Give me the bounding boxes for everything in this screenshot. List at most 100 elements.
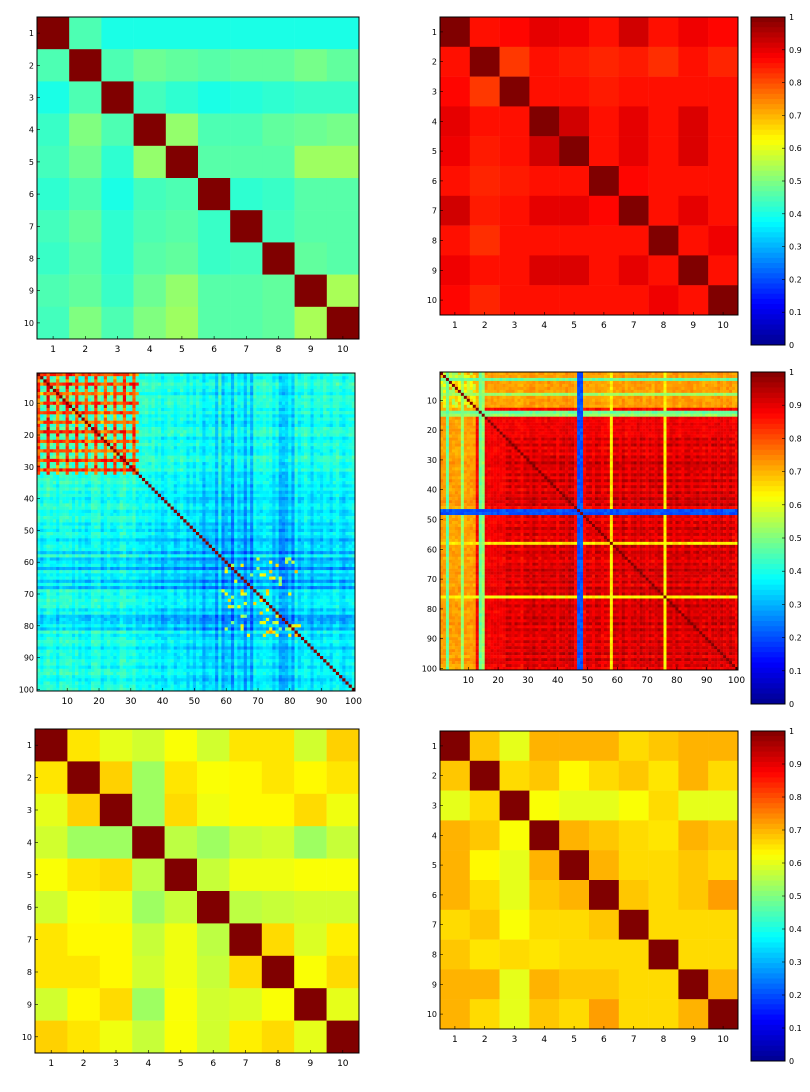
- heatmap-cell: [167, 453, 170, 456]
- heatmap-cell: [164, 405, 167, 408]
- heatmap-cell: [104, 491, 107, 494]
- heatmap-cell: [158, 449, 161, 452]
- heatmap-cell: [107, 481, 110, 484]
- heatmap-cell: [619, 47, 649, 77]
- heatmap-cell: [228, 424, 231, 427]
- heatmap-cell: [225, 478, 228, 481]
- heatmap-cell: [120, 456, 123, 459]
- heatmap-cell: [53, 414, 56, 417]
- heatmap-cell: [62, 373, 65, 376]
- heatmap-cell: [285, 389, 288, 392]
- heatmap-cell: [132, 379, 135, 382]
- heatmap-cell: [136, 481, 139, 484]
- heatmap-cell: [301, 510, 304, 513]
- heatmap-cell: [237, 465, 240, 468]
- heatmap-cell: [212, 408, 215, 411]
- heatmap-cell: [260, 408, 263, 411]
- heatmap-cell: [158, 468, 161, 471]
- heatmap-cell: [47, 395, 50, 398]
- heatmap-cell: [330, 494, 333, 497]
- heatmap-cell: [53, 418, 56, 421]
- heatmap-cell: [91, 462, 94, 465]
- heatmap-cell: [43, 456, 46, 459]
- heatmap-cell: [85, 507, 88, 510]
- heatmap-cell: [295, 430, 298, 433]
- heatmap-cell: [97, 516, 100, 519]
- heatmap-cell: [241, 427, 244, 430]
- heatmap-cell: [66, 487, 69, 490]
- heatmap-cell: [75, 462, 78, 465]
- heatmap-cell: [298, 379, 301, 382]
- heatmap-cell: [155, 437, 158, 440]
- heatmap-cell: [37, 307, 69, 339]
- heatmap-cell: [260, 424, 263, 427]
- heatmap-cell: [282, 516, 285, 519]
- heatmap-cell: [212, 395, 215, 398]
- heatmap-cell: [40, 449, 43, 452]
- heatmap-cell: [209, 437, 212, 440]
- heatmap-cell: [104, 503, 107, 506]
- heatmap-cell: [72, 472, 75, 475]
- heatmap-cell: [117, 430, 120, 433]
- heatmap-cell: [110, 373, 113, 376]
- heatmap-cell: [158, 433, 161, 436]
- heatmap-cell: [47, 443, 50, 446]
- heatmap-cell: [196, 510, 199, 513]
- heatmap-cell: [196, 446, 199, 449]
- heatmap-cell: [272, 484, 275, 487]
- heatmap-cell: [161, 386, 164, 389]
- heatmap-cell: [148, 487, 151, 490]
- heatmap-cell: [262, 81, 294, 113]
- heatmap-cell: [256, 405, 259, 408]
- heatmap-cell: [101, 307, 133, 339]
- heatmap-cell: [129, 446, 132, 449]
- heatmap-cell: [333, 478, 336, 481]
- heatmap-cell: [225, 468, 228, 471]
- heatmap-cell: [310, 500, 313, 503]
- heatmap-cell: [212, 392, 215, 395]
- heatmap-cell: [285, 443, 288, 446]
- heatmap-cell: [120, 497, 123, 500]
- heatmap-cell: [132, 418, 135, 421]
- heatmap-cell: [40, 386, 43, 389]
- heatmap-cell: [196, 478, 199, 481]
- heatmap-cell: [148, 414, 151, 417]
- heatmap-cell: [279, 500, 282, 503]
- heatmap-cell: [269, 487, 272, 490]
- heatmap-cell: [136, 446, 139, 449]
- heatmap-cell: [333, 376, 336, 379]
- heatmap-cell: [206, 395, 209, 398]
- heatmap-cell: [40, 481, 43, 484]
- heatmap-cell: [186, 427, 189, 430]
- heatmap-cell: [75, 453, 78, 456]
- heatmap-cell: [221, 440, 224, 443]
- heatmap-cell: [167, 386, 170, 389]
- heatmap-cell: [88, 519, 91, 522]
- heatmap-cell: [269, 475, 272, 478]
- heatmap-cell: [317, 484, 320, 487]
- heatmap-cell: [199, 440, 202, 443]
- heatmap-cell: [180, 472, 183, 475]
- heatmap-cell: [470, 77, 500, 107]
- heatmap-cell: [349, 392, 352, 395]
- heatmap-cell: [298, 376, 301, 379]
- heatmap-cell: [101, 500, 104, 503]
- heatmap-cell: [298, 418, 301, 421]
- heatmap-cell: [288, 503, 291, 506]
- heatmap-cell: [282, 398, 285, 401]
- heatmap-cell: [215, 427, 218, 430]
- heatmap-cell: [339, 459, 342, 462]
- heatmap-cell: [304, 487, 307, 490]
- heatmap-cell: [59, 373, 62, 376]
- heatmap-cell: [310, 411, 313, 414]
- heatmap-cell: [317, 481, 320, 484]
- heatmap-cell: [148, 453, 151, 456]
- heatmap-cell: [317, 503, 320, 506]
- heatmap-cell: [155, 500, 158, 503]
- heatmap-cell: [212, 373, 215, 376]
- heatmap-cell: [225, 386, 228, 389]
- heatmap-cell: [339, 494, 342, 497]
- heatmap-cell: [180, 414, 183, 417]
- heatmap-cell: [330, 475, 333, 478]
- heatmap-cell: [129, 405, 132, 408]
